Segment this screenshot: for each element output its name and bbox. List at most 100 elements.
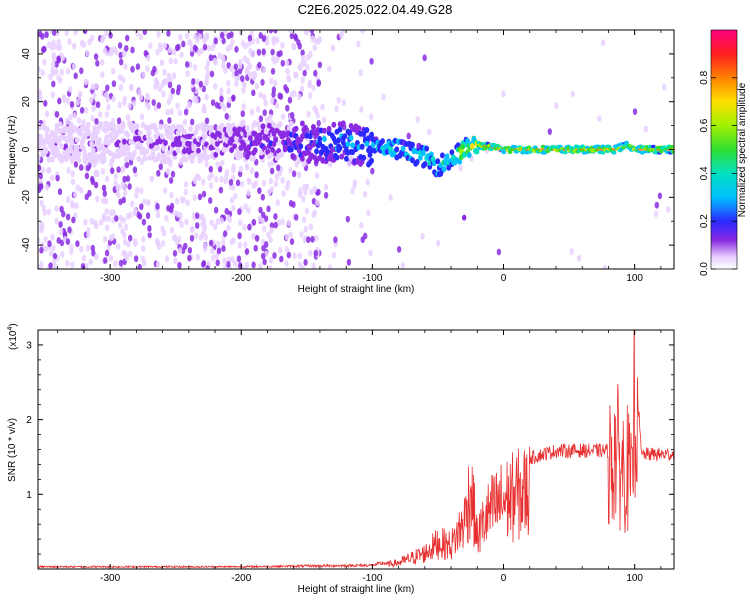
- heatmap-cell: [298, 143, 304, 150]
- heatmap-cell: [166, 72, 172, 80]
- heatmap-cell: [420, 233, 425, 240]
- heatmap-cell: [336, 96, 341, 104]
- heatmap-cell: [122, 95, 127, 103]
- x-tick-label: 0: [501, 573, 507, 584]
- heatmap-cell: [54, 217, 59, 225]
- heatmap-cell: [612, 148, 614, 151]
- heatmap-cell: [65, 117, 70, 125]
- heatmap-cell: [50, 233, 55, 241]
- heatmap-cell: [185, 32, 190, 40]
- heatmap-cell: [48, 249, 54, 257]
- heatmap-cell: [158, 45, 164, 52]
- heatmap-cell: [166, 30, 171, 37]
- heatmap-cell: [602, 265, 608, 269]
- heatmap-cell: [639, 148, 641, 151]
- heatmap-cell: [146, 54, 151, 62]
- heatmap-cell: [51, 39, 56, 47]
- heatmap-cell: [667, 148, 669, 151]
- heatmap-cell: [267, 161, 272, 168]
- heatmap-cell: [79, 67, 84, 75]
- heatmap-cell: [64, 30, 69, 37]
- heatmap-cell: [124, 45, 129, 52]
- heatmap-cell: [234, 46, 239, 53]
- heatmap-cell: [235, 179, 241, 187]
- heatmap-cell: [216, 247, 222, 255]
- heatmap-cell: [275, 199, 280, 207]
- heatmap-cell: [557, 148, 559, 151]
- heatmap-cell: [317, 61, 323, 69]
- heatmap-cell: [300, 49, 305, 57]
- heatmap-cell: [252, 147, 258, 154]
- heatmap-cell: [224, 172, 229, 180]
- heatmap-cell: [289, 32, 294, 40]
- heatmap-cell: [217, 165, 223, 173]
- heatmap-cell: [195, 253, 200, 261]
- heatmap-cell: [208, 125, 214, 132]
- heatmap-cell: [70, 170, 76, 178]
- heatmap-cell: [657, 192, 663, 200]
- heatmap-cell: [260, 79, 265, 86]
- heatmap-cell: [278, 93, 284, 100]
- heatmap-cell: [95, 60, 100, 67]
- heatmap-cell: [108, 132, 113, 139]
- heatmap-cell: [183, 242, 188, 250]
- heatmap-cell: [241, 86, 246, 94]
- heatmap-cell: [226, 80, 231, 87]
- heatmap-cell: [303, 259, 308, 266]
- heatmap-cell: [76, 157, 82, 164]
- heatmap-cell: [257, 136, 263, 142]
- heatmap-y-label: Frequency (Hz): [7, 116, 18, 185]
- heatmap-cell: [273, 79, 278, 87]
- colorbar-tick-label: 0.4: [699, 166, 710, 180]
- heatmap-cell: [70, 261, 75, 269]
- heatmap-cell: [427, 163, 433, 170]
- heatmap-cell: [261, 48, 266, 56]
- heatmap-cell: [251, 218, 257, 226]
- heatmap-cell: [102, 190, 108, 198]
- heatmap-cell: [108, 254, 114, 262]
- heatmap-cell: [238, 165, 243, 173]
- heatmap-x-ticks: -300 -200 -100 0 100: [57, 30, 662, 284]
- heatmap-cell: [441, 166, 447, 173]
- heatmap-cell: [255, 37, 260, 45]
- heatmap-cell: [258, 263, 263, 269]
- heatmap-cell: [79, 245, 84, 253]
- heatmap-cell: [97, 111, 103, 119]
- heatmap-cell: [57, 121, 63, 128]
- heatmap-cell: [618, 147, 621, 150]
- heatmap-cell: [231, 183, 236, 191]
- heatmap-cell: [200, 213, 205, 221]
- heatmap-cell: [169, 226, 175, 234]
- heatmap-cell: [271, 55, 276, 63]
- heatmap-cell: [231, 166, 236, 174]
- heatmap-cell: [196, 141, 201, 147]
- heatmap-cell: [250, 50, 256, 58]
- heatmap-cell: [213, 37, 218, 45]
- heatmap-cell: [215, 161, 220, 169]
- heatmap-cell: [316, 119, 321, 127]
- heatmap-cell: [66, 166, 71, 174]
- heatmap-cell: [78, 130, 83, 137]
- heatmap-cell: [317, 135, 323, 142]
- heatmap-cell: [217, 52, 222, 60]
- heatmap-cell: [100, 168, 106, 175]
- heatmap-cell: [169, 108, 174, 115]
- heatmap-cell: [637, 148, 639, 151]
- heatmap-cell: [234, 75, 239, 83]
- heatmap-cell: [90, 244, 96, 252]
- heatmap-cell: [474, 148, 480, 155]
- heatmap-cell: [141, 198, 147, 206]
- heatmap-cell: [145, 65, 150, 73]
- heatmap-cell: [546, 148, 548, 151]
- heatmap-cell: [146, 199, 151, 207]
- heatmap-cell: [507, 150, 513, 154]
- heatmap-cell: [297, 252, 302, 260]
- heatmap-cell: [43, 100, 48, 107]
- heatmap-cell: [280, 177, 285, 184]
- heatmap-cell: [139, 187, 144, 195]
- heatmap-cell: [60, 250, 65, 258]
- heatmap-cell: [306, 236, 311, 244]
- heatmap-cell: [294, 71, 299, 79]
- heatmap-cell: [223, 230, 228, 238]
